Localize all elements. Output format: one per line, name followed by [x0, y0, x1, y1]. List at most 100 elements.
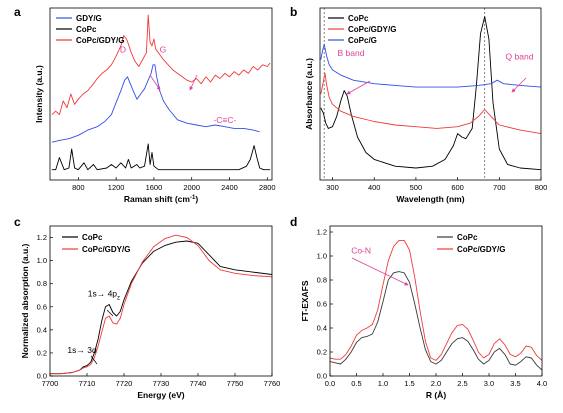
series-line-copc	[51, 143, 271, 171]
x-tick-label: 700	[493, 183, 506, 192]
panel-d: d 0.0 0.5 1.0 1.5 2.0 2.5 3.0 3.5 4.0 0.0 0.2 0.4 0.6…	[290, 215, 547, 400]
x-tick-label: 800	[72, 183, 85, 192]
x-tick-label: 7740	[190, 379, 207, 388]
legend-label: CoPc	[348, 14, 369, 23]
annotation: Q band	[506, 52, 534, 62]
annotation: D	[120, 45, 126, 55]
x-tick-label: 2400	[221, 183, 238, 192]
x-tick-label: 1.0	[378, 379, 388, 388]
legend-label: CoPc/GDY/G	[457, 245, 505, 254]
annotation-arrow	[511, 77, 527, 93]
y-tick-label: 0.4	[37, 325, 47, 334]
plot-frame	[319, 7, 542, 181]
series-line-copc-gdy-g	[330, 239, 542, 361]
legend-label: CoPc/G	[348, 36, 377, 45]
y-tick-label: 1.2	[317, 228, 327, 237]
series-line-copc-gdy-g	[51, 14, 271, 116]
x-tick-label: 500	[410, 183, 423, 192]
x-tick-label: 1200	[108, 183, 125, 192]
annotation: 1s→ 4pz	[88, 288, 120, 301]
y-tick-label: 0.0	[317, 372, 327, 381]
x-tick-label: 0.0	[325, 379, 335, 388]
panel-b: b 300 400 500 600 700 800 Wavelength (nm) Absorb…	[290, 5, 547, 204]
y-tick-label: 1.2	[37, 233, 47, 242]
legend-label: CoPc/GDY/G	[76, 36, 124, 45]
x-tick-label: 1.5	[404, 379, 414, 388]
annotation: B band	[338, 48, 365, 58]
x-tick-label: 2000	[183, 183, 200, 192]
x-tick-label: 800	[535, 183, 548, 192]
panel-c: c 7700 7710 7720 7730 7740 7750 7760 0.0 0.2 0.4 0.…	[14, 215, 280, 400]
series-line-gdy-g	[51, 64, 260, 143]
y-tick-label: 1.0	[37, 256, 47, 265]
annotation-arrow	[351, 257, 409, 286]
annotation-arrow	[106, 309, 114, 317]
annotation-arrow	[90, 355, 98, 365]
annotation: -C≡C-	[213, 115, 236, 125]
series-line-copc-g	[320, 43, 541, 88]
y-tick-label: 0.4	[317, 324, 327, 333]
series-line-copc	[330, 271, 542, 371]
x-tick-label: 7700	[42, 379, 59, 388]
legend: CoPc CoPc/GDY/G	[437, 233, 505, 254]
x-tick-label: 400	[368, 183, 381, 192]
y-tick-label: 0.8	[37, 279, 47, 288]
x-tick-label: 4.0	[537, 379, 547, 388]
y-axis-title: Normalized absorption (a.u.)	[20, 243, 30, 358]
x-tick-label: 7720	[116, 379, 133, 388]
plot-frame	[49, 7, 273, 181]
x-tick-label: 7760	[264, 379, 281, 388]
series-line-copc-gdy-g	[320, 72, 541, 135]
x-tick-label: 2.5	[457, 379, 467, 388]
x-tick-label: 2800	[259, 183, 276, 192]
y-tick-label: 0.6	[317, 300, 327, 309]
legend-label: CoPc/GDY/G	[82, 245, 130, 254]
annotation: Co-N	[351, 246, 371, 256]
legend-label: CoPc	[82, 233, 103, 242]
panel-letter: a	[14, 5, 21, 19]
x-tick-label: 7730	[153, 379, 170, 388]
panel-letter: b	[290, 5, 297, 19]
x-axis-title: Raman shift (cm-1)	[124, 194, 198, 204]
y-tick-label: 0.0	[37, 372, 47, 381]
x-tick-label: 3.0	[484, 379, 494, 388]
legend-label: GDY/G	[76, 14, 102, 23]
x-tick-label: 2.0	[431, 379, 441, 388]
legend: CoPc CoPc/GDY/G CoPc/G	[328, 14, 396, 45]
y-tick-label: 0.2	[317, 348, 327, 357]
panel-letter: d	[290, 215, 297, 229]
legend-label: CoPc	[457, 233, 478, 242]
y-tick-label: 0.8	[317, 276, 327, 285]
y-axis-title: Absorbance (a.u.)	[304, 58, 314, 130]
x-axis-title: Wavelength (nm)	[396, 194, 464, 204]
y-axis-title: Intensity (a.u.)	[34, 65, 44, 123]
x-tick-label: 600	[451, 183, 464, 192]
annotation: 1s→ 3d	[67, 345, 97, 355]
x-axis-title: Energy (eV)	[137, 390, 184, 400]
series-line-copc	[50, 240, 272, 375]
x-tick-label: 0.5	[351, 379, 361, 388]
legend-label: CoPc	[76, 25, 97, 34]
legend: CoPc CoPc/GDY/G	[62, 233, 130, 254]
y-axis-title: FT-EXAFS	[300, 280, 310, 321]
legend-label: CoPc/GDY/G	[348, 25, 396, 34]
series-line-copc-gdy-g	[50, 234, 272, 375]
x-tick-label: 7750	[227, 379, 244, 388]
y-tick-label: 1.0	[317, 252, 327, 261]
annotation: G	[160, 45, 167, 55]
panel-letter: c	[14, 215, 21, 229]
y-tick-label: 0.6	[37, 302, 47, 311]
annotation-arrow	[189, 74, 198, 91]
y-tick-label: 0.2	[37, 348, 47, 357]
series-line-copc	[320, 16, 541, 171]
x-tick-label: 7710	[79, 379, 96, 388]
annotation-arrow	[149, 74, 161, 91]
panel-a: a 800 1200 1600 2000 2400 2800 Raman shift (cm-…	[14, 5, 276, 204]
x-tick-label: 3.5	[510, 379, 520, 388]
x-axis-title: R (Å)	[426, 390, 446, 400]
x-tick-label: 1600	[146, 183, 163, 192]
x-tick-label: 300	[326, 183, 339, 192]
legend: GDY/G CoPc CoPc/GDY/G	[56, 14, 124, 45]
annotation-arrow	[346, 80, 371, 95]
